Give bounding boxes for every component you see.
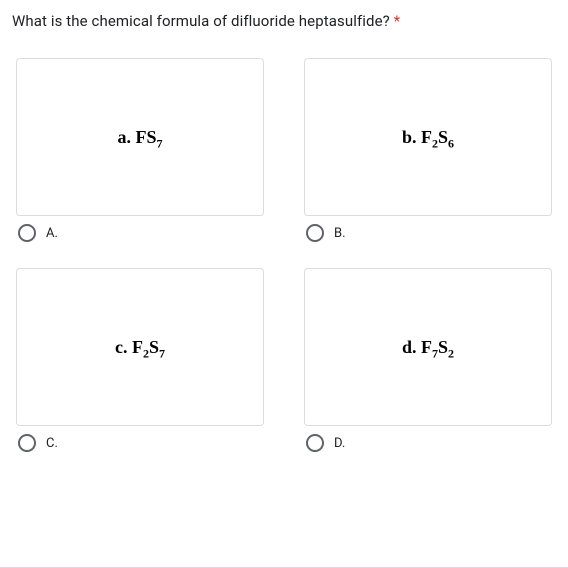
radio-icon bbox=[306, 224, 324, 242]
option-letter-a: A. bbox=[46, 226, 58, 241]
option-letter-b: B. bbox=[334, 226, 346, 241]
option-card-b: b. F2S6 bbox=[304, 58, 552, 216]
radio-icon bbox=[18, 434, 36, 452]
option-formula-b: b. F2S6 bbox=[402, 127, 454, 148]
option-card-d: d. F7S2 bbox=[304, 268, 552, 426]
option-cell-a: a. FS7 A. bbox=[16, 58, 264, 258]
radio-icon bbox=[306, 434, 324, 452]
option-letter-d: D. bbox=[334, 436, 345, 451]
option-card-c: c. F2S7 bbox=[16, 268, 264, 426]
option-cell-d: d. F7S2 D. bbox=[304, 268, 552, 468]
option-cell-b: b. F2S6 B. bbox=[304, 58, 552, 258]
option-formula-c: c. F2S7 bbox=[115, 337, 165, 358]
option-radio-row-a[interactable]: A. bbox=[16, 216, 264, 258]
option-radio-row-b[interactable]: B. bbox=[304, 216, 552, 258]
option-radio-row-c[interactable]: C. bbox=[16, 426, 264, 468]
question-stem: What is the chemical formula of difluori… bbox=[12, 12, 394, 30]
option-radio-row-d[interactable]: D. bbox=[304, 426, 552, 468]
options-grid: a. FS7 A. b. F2S6 B. c. F2S7 C. bbox=[12, 58, 556, 468]
question-text: What is the chemical formula of difluori… bbox=[12, 12, 556, 30]
option-letter-c: C. bbox=[46, 436, 58, 451]
option-cell-c: c. F2S7 C. bbox=[16, 268, 264, 468]
radio-icon bbox=[18, 224, 36, 242]
option-formula-a: a. FS7 bbox=[117, 127, 162, 148]
required-asterisk: * bbox=[394, 12, 401, 30]
option-card-a: a. FS7 bbox=[16, 58, 264, 216]
option-formula-d: d. F7S2 bbox=[402, 337, 454, 358]
